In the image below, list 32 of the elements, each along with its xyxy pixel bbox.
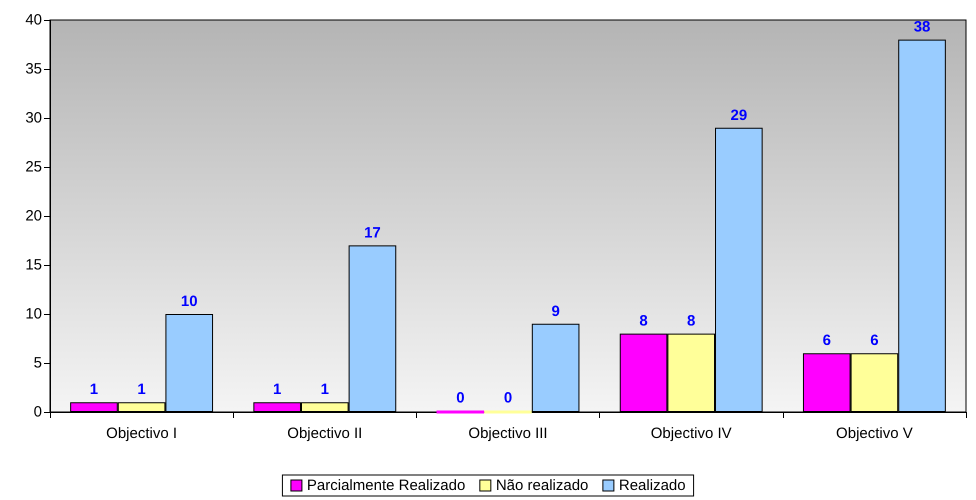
data-label: 6 [870,332,879,350]
y-tick-label: 10 [25,306,42,322]
data-label: 1 [137,381,146,398]
data-label: 1 [320,381,329,398]
data-label: 6 [822,332,831,350]
legend-label: Não realizado [496,477,588,494]
data-label: 10 [180,293,198,310]
data-label: 1 [90,381,98,398]
legend-label: Realizado [618,477,686,494]
x-tick-label: Objectivo IV [650,425,732,442]
y-tick-label: 15 [25,256,42,274]
data-label: 8 [687,312,696,330]
legend-label: Parcialmente Realizado [306,477,466,494]
x-tick-label: Objectivo II [287,425,362,442]
y-tick-label: 5 [34,354,42,372]
x-tick-label: Objectivo III [468,425,548,442]
y-tick-label: 20 [25,208,42,224]
data-label: 8 [639,312,648,330]
data-label: 38 [914,18,930,36]
x-tick-label: Objectivo V [836,425,913,442]
data-label: 1 [272,381,282,398]
data-label: 0 [504,390,512,406]
y-tick-label: 35 [25,60,42,78]
data-label: 17 [364,224,381,242]
y-tick-label: 40 [25,12,42,28]
y-tick-label: 25 [25,158,42,176]
data-label: 29 [730,106,748,124]
data-label: 0 [456,390,465,406]
data-label: 9 [551,302,560,320]
x-tick-label: Objectivo I [106,425,178,442]
y-tick-label: 0 [34,404,42,420]
y-tick-label: 30 [25,110,42,126]
